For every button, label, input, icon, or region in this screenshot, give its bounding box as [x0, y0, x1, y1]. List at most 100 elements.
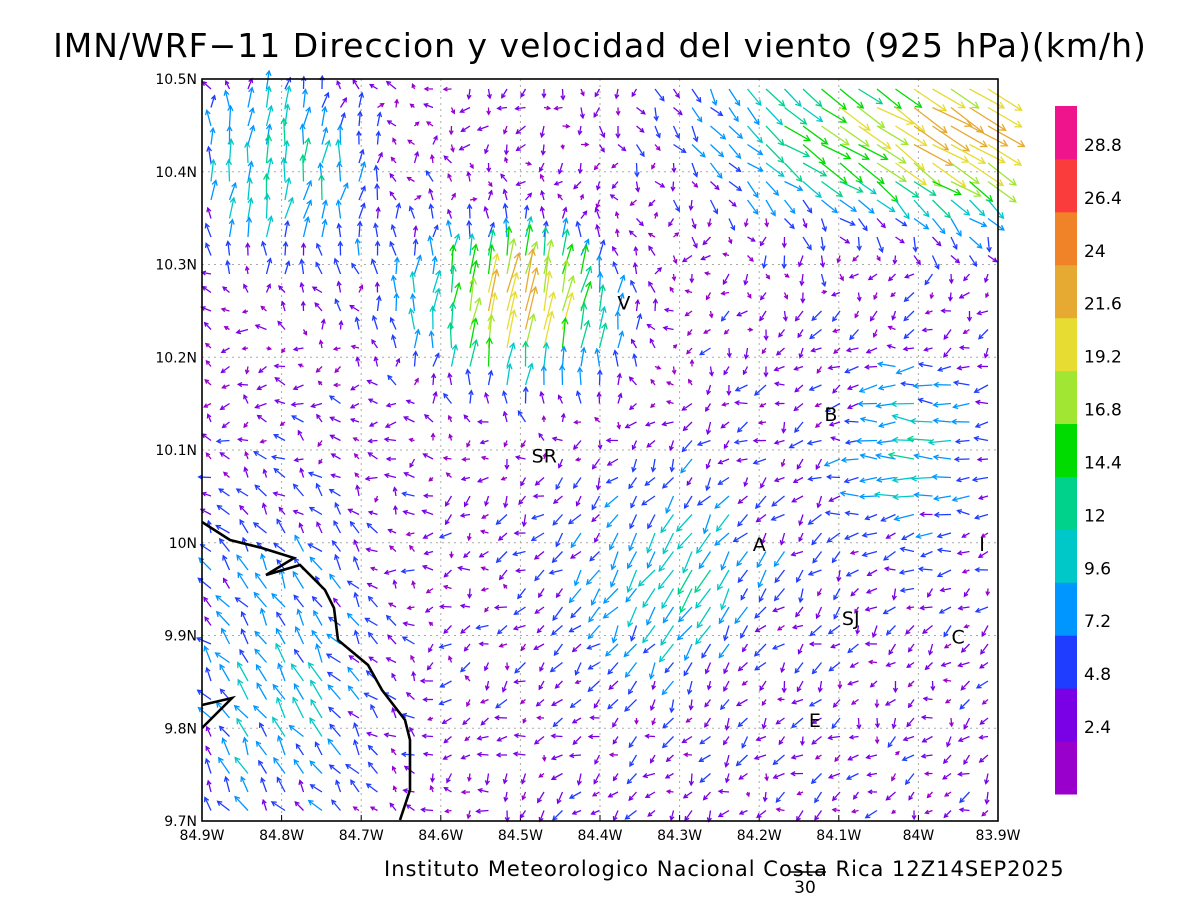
wind-arrow — [432, 225, 439, 238]
wind-arrow — [570, 606, 582, 618]
wind-arrowhead — [981, 700, 987, 705]
wind-arrowhead — [616, 372, 622, 379]
wind-arrowhead — [669, 466, 675, 473]
wind-arrow — [257, 414, 267, 423]
wind-arrowhead — [352, 806, 358, 811]
wind-arrow — [468, 204, 471, 219]
wind-arrow — [332, 540, 342, 552]
wind-arrow — [646, 440, 656, 448]
wind-arrow — [504, 495, 508, 508]
wind-arrowhead — [906, 721, 912, 728]
wind-arrowhead — [600, 132, 606, 139]
wind-arrow — [294, 535, 305, 552]
wind-arrow — [462, 717, 471, 725]
wind-arrowhead — [570, 541, 577, 549]
wind-arrow — [366, 783, 378, 793]
wind-arrowhead — [205, 359, 211, 365]
wind-arrow — [386, 81, 397, 90]
wind-arrow — [367, 380, 378, 386]
wind-arrowhead — [204, 222, 210, 229]
wind-arrow — [215, 524, 230, 534]
wind-arrowhead — [854, 608, 859, 614]
wind-arrowhead — [924, 809, 930, 815]
wind-arrow — [627, 551, 638, 569]
wind-arrowhead — [575, 220, 582, 227]
wind-arrowhead — [311, 286, 318, 292]
wind-arrowhead — [963, 276, 968, 282]
wind-arrowhead — [219, 663, 225, 671]
wind-arrowhead — [718, 652, 725, 659]
wind-arrowhead — [764, 776, 769, 782]
wind-arrow — [974, 384, 989, 393]
wind-arrow — [506, 343, 515, 367]
wind-arrowhead — [791, 699, 797, 705]
wind-arrowhead — [522, 386, 529, 393]
wind-arrowhead — [794, 668, 800, 674]
wind-arrow — [816, 606, 823, 619]
wind-arrow — [819, 680, 823, 692]
wind-arrowhead — [614, 228, 620, 234]
wind-arrow — [876, 106, 914, 125]
wind-arrowhead — [590, 810, 596, 816]
wind-arrowhead — [494, 715, 500, 721]
wind-arrowhead — [555, 484, 561, 491]
wind-arrow — [447, 209, 453, 219]
wind-arrow — [765, 162, 785, 177]
x-tick-label: 84.8W — [259, 828, 304, 844]
wind-arrow — [258, 365, 267, 373]
wind-arrowhead — [610, 564, 617, 571]
wind-arrowhead — [596, 391, 602, 397]
wind-arrow — [460, 625, 471, 634]
wind-arrow — [738, 495, 748, 504]
wind-arrowhead — [753, 754, 760, 761]
wind-arrowhead — [412, 225, 419, 231]
wind-arrow — [321, 219, 327, 238]
wind-arrowhead — [395, 202, 402, 209]
wind-arrowhead — [367, 510, 374, 516]
wind-arrow — [334, 554, 342, 571]
wind-arrow — [202, 286, 212, 294]
wind-arrowhead — [650, 403, 655, 409]
wind-arrow — [235, 597, 249, 608]
wind-arrowhead — [627, 620, 634, 628]
wind-arrow — [221, 347, 230, 353]
wind-arrow — [691, 218, 696, 229]
wind-arrowhead — [773, 439, 780, 445]
wind-arrowhead — [299, 258, 305, 265]
wind-arrow — [728, 180, 742, 191]
wind-arrow — [612, 625, 619, 643]
wind-arrowhead — [261, 502, 267, 508]
wind-arrow — [839, 236, 850, 244]
wind-arrow — [299, 523, 305, 534]
wind-arrow — [853, 791, 860, 800]
wind-arrow — [234, 705, 249, 719]
wind-arrow — [497, 625, 508, 635]
wind-arrowhead — [492, 252, 500, 261]
wind-arrow — [643, 772, 656, 778]
wind-arrowhead — [345, 763, 352, 770]
wind-arrow — [672, 88, 680, 98]
wind-arrowhead — [647, 232, 653, 238]
wind-arrowhead — [755, 517, 762, 523]
wind-arrow — [985, 791, 989, 804]
x-tick-label: 84.6W — [418, 828, 463, 844]
wind-arrowhead — [705, 295, 711, 301]
wind-arrowhead — [660, 638, 667, 646]
y-tick-label: 9.7N — [164, 814, 197, 830]
wind-arrowhead — [887, 742, 893, 748]
wind-arrow — [758, 588, 767, 602]
wind-arrow — [275, 399, 286, 405]
wind-arrowhead — [528, 247, 536, 257]
wind-arrowhead — [510, 290, 518, 299]
wind-arrow — [387, 634, 397, 645]
wind-arrowhead — [944, 211, 952, 219]
wind-arrowhead — [423, 86, 429, 92]
wind-arrow — [975, 606, 989, 613]
wind-arrow — [914, 454, 933, 460]
wind-arrowhead — [283, 139, 290, 147]
wind-arrowhead — [962, 144, 971, 152]
wind-arrow — [635, 314, 642, 330]
wind-arrow — [773, 772, 785, 779]
wind-arrow — [683, 791, 693, 799]
wind-arrowhead — [978, 495, 984, 501]
